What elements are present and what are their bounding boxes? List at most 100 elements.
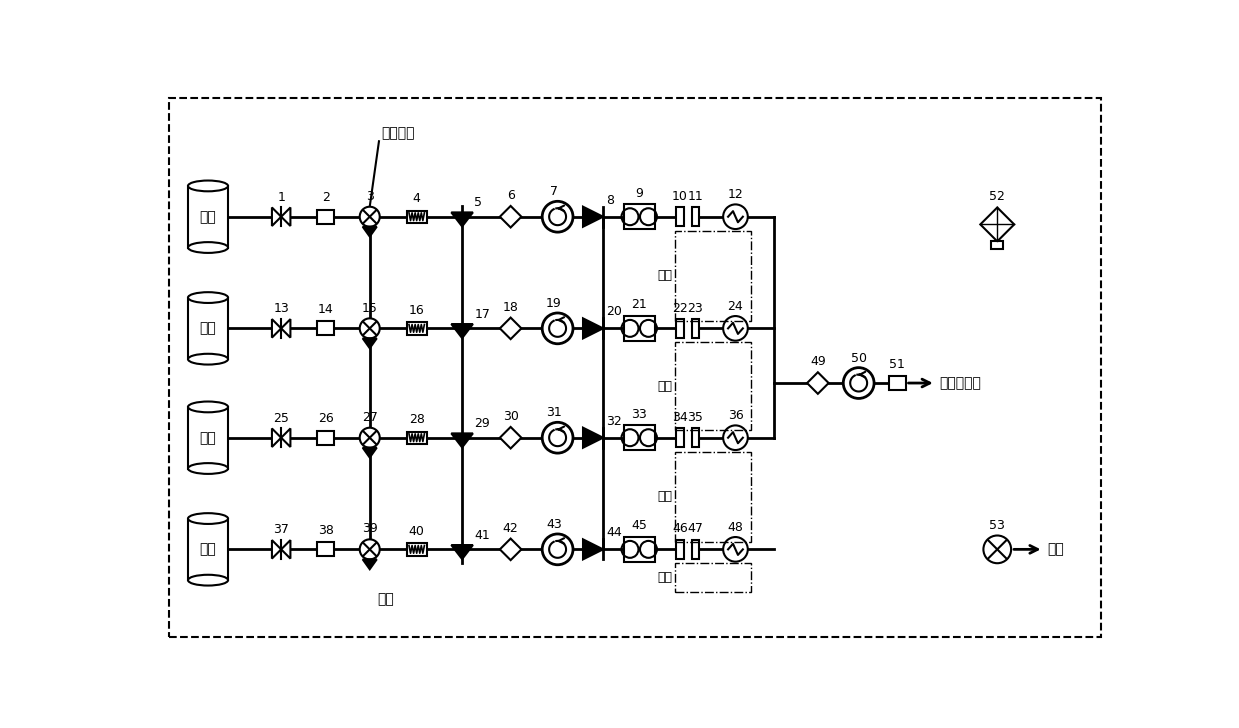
Bar <box>676 429 684 447</box>
Bar <box>188 518 228 580</box>
Bar <box>406 210 426 223</box>
Circle shape <box>359 428 379 448</box>
Polygon shape <box>281 540 290 558</box>
Text: 19: 19 <box>546 297 561 310</box>
Text: 校准通道: 校准通道 <box>382 126 415 140</box>
Bar <box>188 298 228 359</box>
Polygon shape <box>271 207 281 226</box>
Text: 35: 35 <box>688 411 704 424</box>
Text: 33: 33 <box>632 408 647 421</box>
Text: 1: 1 <box>278 191 285 204</box>
Text: 36: 36 <box>727 409 743 422</box>
Ellipse shape <box>188 402 228 412</box>
Bar <box>317 431 335 445</box>
Text: 11: 11 <box>688 190 704 203</box>
Ellipse shape <box>188 181 228 191</box>
Bar <box>623 205 654 229</box>
Text: 20: 20 <box>606 305 622 318</box>
Text: 16: 16 <box>409 304 425 317</box>
Text: 3: 3 <box>366 190 374 203</box>
Polygon shape <box>584 539 603 559</box>
Text: 42: 42 <box>503 522 518 535</box>
Bar <box>317 210 335 223</box>
Polygon shape <box>363 339 377 348</box>
Polygon shape <box>499 427 522 448</box>
Text: 显控: 显控 <box>658 571 673 584</box>
Text: 32: 32 <box>606 415 622 428</box>
Bar <box>675 451 751 542</box>
Text: 50: 50 <box>851 352 866 365</box>
Bar <box>623 425 654 450</box>
Text: 油筱: 油筱 <box>199 321 217 336</box>
Polygon shape <box>281 319 290 338</box>
Bar <box>406 432 426 444</box>
Polygon shape <box>584 318 603 339</box>
Circle shape <box>724 425 748 450</box>
Text: 显控: 显控 <box>658 269 673 282</box>
Polygon shape <box>451 433 473 448</box>
Polygon shape <box>499 206 522 227</box>
Bar <box>317 322 335 336</box>
Polygon shape <box>499 317 522 339</box>
Text: 油筱: 油筱 <box>199 431 217 445</box>
Text: 53: 53 <box>989 518 1005 531</box>
Polygon shape <box>363 559 377 569</box>
Circle shape <box>724 205 748 229</box>
Bar <box>676 207 684 226</box>
Text: 22: 22 <box>672 301 688 314</box>
Bar <box>623 316 654 341</box>
Circle shape <box>724 537 748 562</box>
Text: 17: 17 <box>475 308 491 320</box>
Polygon shape <box>363 226 377 237</box>
Ellipse shape <box>188 242 228 253</box>
Text: 43: 43 <box>546 518 561 531</box>
Bar <box>991 242 1004 249</box>
Text: 6: 6 <box>507 189 514 202</box>
Bar <box>623 537 654 562</box>
Text: 28: 28 <box>409 414 425 426</box>
Circle shape <box>543 422 572 453</box>
Text: 46: 46 <box>672 523 688 536</box>
Bar <box>188 186 228 248</box>
Circle shape <box>724 316 748 341</box>
Polygon shape <box>499 539 522 560</box>
Text: 34: 34 <box>672 411 688 424</box>
Text: 机外: 机外 <box>1047 542 1064 556</box>
Text: 14: 14 <box>318 303 333 316</box>
Text: 油筱或机外: 油筱或机外 <box>939 376 981 390</box>
Circle shape <box>359 539 379 559</box>
Text: 4: 4 <box>413 192 420 205</box>
Text: 5: 5 <box>475 196 482 209</box>
Polygon shape <box>451 545 473 559</box>
Bar <box>317 542 335 556</box>
Text: 2: 2 <box>322 191 330 205</box>
Text: 30: 30 <box>503 410 519 423</box>
Text: 油筱: 油筱 <box>199 210 217 223</box>
Circle shape <box>359 207 379 226</box>
Text: 26: 26 <box>318 412 333 425</box>
Text: 15: 15 <box>362 301 378 314</box>
Circle shape <box>543 534 572 565</box>
Polygon shape <box>451 213 473 226</box>
Text: 48: 48 <box>727 521 743 534</box>
Ellipse shape <box>188 354 228 365</box>
Circle shape <box>844 368 873 398</box>
Polygon shape <box>271 540 281 558</box>
Ellipse shape <box>188 463 228 474</box>
Bar <box>675 563 751 592</box>
Text: 51: 51 <box>890 357 906 371</box>
Text: 29: 29 <box>475 417 491 430</box>
Text: 45: 45 <box>632 519 647 532</box>
Bar <box>691 540 699 558</box>
Text: 8: 8 <box>606 194 615 207</box>
Polygon shape <box>281 429 290 447</box>
Text: 24: 24 <box>727 300 743 313</box>
Text: 47: 47 <box>688 523 704 536</box>
Ellipse shape <box>188 513 228 524</box>
Bar <box>675 342 751 430</box>
Polygon shape <box>807 372 829 394</box>
Bar <box>888 376 906 390</box>
Bar <box>676 319 684 338</box>
Ellipse shape <box>188 575 228 585</box>
Circle shape <box>543 202 572 232</box>
